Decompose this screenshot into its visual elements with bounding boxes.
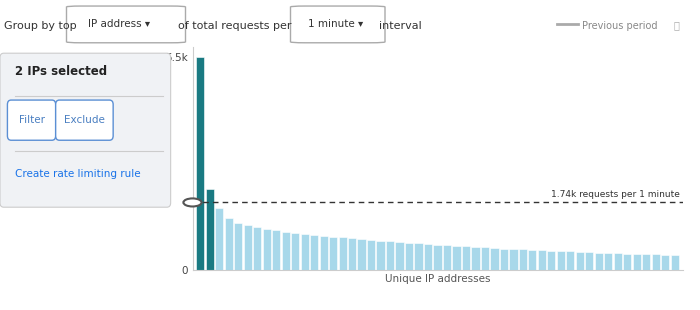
Bar xyxy=(614,253,622,270)
Bar xyxy=(585,252,594,270)
Bar xyxy=(291,233,299,270)
Bar xyxy=(405,243,413,270)
Bar xyxy=(671,255,679,270)
Bar xyxy=(576,252,584,270)
Bar xyxy=(443,245,451,270)
Bar xyxy=(604,253,612,270)
Bar xyxy=(206,188,214,270)
Bar xyxy=(358,239,365,270)
Bar xyxy=(244,225,251,270)
Bar xyxy=(566,251,575,270)
FancyBboxPatch shape xyxy=(56,100,113,140)
Bar xyxy=(272,230,280,270)
Bar xyxy=(519,250,527,270)
Bar xyxy=(547,250,556,270)
Bar xyxy=(329,237,337,270)
Bar xyxy=(538,250,546,270)
X-axis label: Unique IP addresses: Unique IP addresses xyxy=(385,274,490,284)
Bar xyxy=(319,236,328,270)
Bar xyxy=(481,247,489,270)
Bar xyxy=(510,249,517,270)
Bar xyxy=(414,243,423,270)
Bar xyxy=(310,235,318,270)
FancyBboxPatch shape xyxy=(66,6,186,43)
Bar xyxy=(348,238,356,270)
FancyBboxPatch shape xyxy=(290,6,385,43)
Bar xyxy=(253,227,261,270)
Bar xyxy=(433,245,442,270)
Bar xyxy=(234,223,242,270)
Bar xyxy=(528,250,536,270)
Text: IP address ▾: IP address ▾ xyxy=(88,19,150,29)
Bar xyxy=(652,255,660,270)
Bar xyxy=(386,241,394,270)
Bar xyxy=(633,254,641,270)
Text: 1 minute ▾: 1 minute ▾ xyxy=(309,19,363,29)
Bar xyxy=(500,249,508,270)
Bar xyxy=(225,218,232,270)
Bar xyxy=(491,248,498,270)
Bar xyxy=(300,234,309,270)
Text: Exclude: Exclude xyxy=(64,115,105,125)
Bar xyxy=(662,255,669,270)
Bar xyxy=(452,246,461,270)
Text: 1.74k requests per 1 minute: 1.74k requests per 1 minute xyxy=(551,190,680,199)
Bar xyxy=(215,208,223,270)
Bar xyxy=(557,251,565,270)
Text: Group by top: Group by top xyxy=(4,20,76,31)
Text: 2 IPs selected: 2 IPs selected xyxy=(15,64,107,78)
Text: Previous period: Previous period xyxy=(582,20,658,31)
Bar xyxy=(196,57,204,270)
Text: Filter: Filter xyxy=(18,115,45,125)
Bar xyxy=(281,232,290,270)
Bar xyxy=(367,240,375,270)
Bar xyxy=(462,246,470,270)
Bar xyxy=(395,242,404,270)
FancyBboxPatch shape xyxy=(0,53,171,207)
Bar xyxy=(624,254,631,270)
FancyBboxPatch shape xyxy=(8,100,56,140)
Bar xyxy=(377,241,384,270)
Bar xyxy=(643,254,650,270)
Text: Create rate limiting rule: Create rate limiting rule xyxy=(15,169,141,179)
Text: interval: interval xyxy=(379,20,422,31)
Text: of total requests per: of total requests per xyxy=(178,20,292,31)
Bar xyxy=(471,247,480,270)
Bar xyxy=(424,244,432,270)
Bar xyxy=(262,229,271,270)
Bar xyxy=(339,237,346,270)
Text: ⦿: ⦿ xyxy=(673,20,679,31)
Bar xyxy=(595,253,603,270)
